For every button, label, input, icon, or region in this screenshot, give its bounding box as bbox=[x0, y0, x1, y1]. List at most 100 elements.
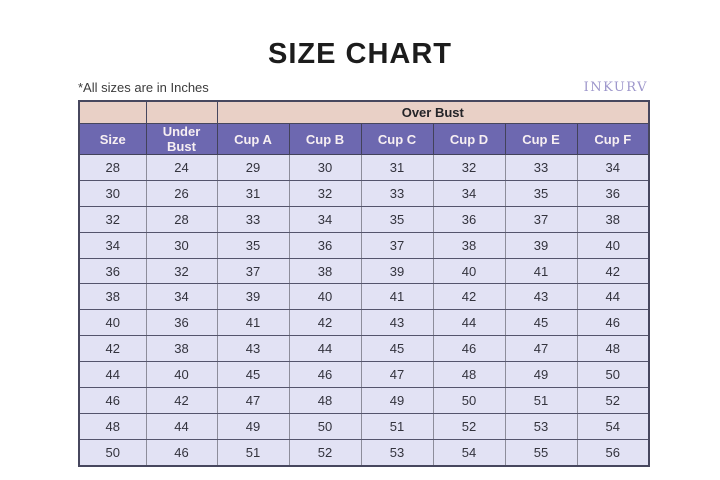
table-cell: 44 bbox=[78, 361, 147, 389]
table-cell: 38 bbox=[576, 205, 650, 233]
table-row: 50 46 51 52 53 54 55 56 bbox=[78, 438, 650, 467]
table-cell: 29 bbox=[216, 154, 290, 181]
table-cell: 52 bbox=[576, 387, 650, 414]
table-row: 28 24 29 30 31 32 33 34 bbox=[78, 154, 650, 181]
table-cell: 49 bbox=[360, 387, 434, 414]
table-row: 44 40 45 46 47 48 49 50 bbox=[78, 361, 650, 389]
table-cell: 44 bbox=[576, 283, 650, 311]
column-header: Cup E bbox=[504, 123, 578, 155]
table-cell: 41 bbox=[216, 309, 290, 337]
table-cell: 47 bbox=[216, 387, 290, 414]
table-cell: 34 bbox=[288, 205, 362, 233]
table-cell: 35 bbox=[504, 179, 578, 207]
table-cell: 34 bbox=[432, 179, 506, 207]
table-cell: 38 bbox=[432, 231, 506, 259]
table-cell: 24 bbox=[145, 154, 218, 181]
size-table-body: 28 24 29 30 31 32 33 34 30 26 31 32 33 34 35 36 32 28 33 34… bbox=[78, 154, 650, 467]
table-cell: 43 bbox=[504, 283, 578, 311]
empty-header-cell bbox=[145, 100, 218, 124]
table-cell: 46 bbox=[432, 335, 506, 363]
table-row: 38 34 39 40 41 42 43 44 bbox=[78, 283, 650, 311]
table-cell: 36 bbox=[288, 231, 362, 259]
table-cell: 46 bbox=[145, 438, 218, 467]
table-cell: 44 bbox=[288, 335, 362, 363]
column-header: Size bbox=[78, 123, 147, 155]
table-cell: 53 bbox=[504, 412, 578, 440]
table-cell: 55 bbox=[504, 438, 578, 467]
column-header: Under Bust bbox=[145, 123, 218, 155]
table-cell: 33 bbox=[360, 179, 434, 207]
table-cell: 35 bbox=[360, 205, 434, 233]
table-cell: 36 bbox=[432, 205, 506, 233]
brand-logo: INKURV bbox=[583, 80, 648, 95]
table-cell: 45 bbox=[360, 335, 434, 363]
table-cell: 30 bbox=[145, 231, 218, 259]
table-cell: 43 bbox=[360, 309, 434, 337]
table-cell: 36 bbox=[145, 309, 218, 337]
table-cell: 39 bbox=[216, 283, 290, 311]
table-cell: 53 bbox=[360, 438, 434, 467]
column-header: Cup F bbox=[576, 123, 650, 155]
table-cell: 54 bbox=[576, 412, 650, 440]
table-cell: 33 bbox=[504, 154, 578, 181]
table-cell: 36 bbox=[78, 257, 147, 285]
table-row: 40 36 41 42 43 44 45 46 bbox=[78, 309, 650, 337]
table-cell: 40 bbox=[145, 361, 218, 389]
table-cell: 39 bbox=[360, 257, 434, 285]
table-cell: 41 bbox=[360, 283, 434, 311]
table-cell: 48 bbox=[432, 361, 506, 389]
table-cell: 51 bbox=[216, 438, 290, 467]
table-cell: 33 bbox=[216, 205, 290, 233]
table-row: 34 30 35 36 37 38 39 40 bbox=[78, 231, 650, 259]
table-cell: 32 bbox=[432, 154, 506, 181]
table-cell: 40 bbox=[576, 231, 650, 259]
column-header: Cup B bbox=[288, 123, 362, 155]
over-bust-header: Over Bust bbox=[216, 100, 650, 124]
table-cell: 56 bbox=[576, 438, 650, 467]
table-cell: 30 bbox=[78, 179, 147, 207]
table-cell: 51 bbox=[504, 387, 578, 414]
table-cell: 52 bbox=[432, 412, 506, 440]
table-cell: 52 bbox=[288, 438, 362, 467]
table-cell: 42 bbox=[432, 283, 506, 311]
table-row: 46 42 47 48 49 50 51 52 bbox=[78, 387, 650, 414]
table-cell: 40 bbox=[78, 309, 147, 337]
table-cell: 37 bbox=[216, 257, 290, 285]
table-cell: 32 bbox=[288, 179, 362, 207]
table-cell: 48 bbox=[288, 387, 362, 414]
over-bust-row: Over Bust bbox=[78, 100, 650, 124]
table-cell: 47 bbox=[360, 361, 434, 389]
column-header: Cup D bbox=[432, 123, 506, 155]
table-cell: 36 bbox=[576, 179, 650, 207]
table-cell: 37 bbox=[360, 231, 434, 259]
table-cell: 38 bbox=[78, 283, 147, 311]
table-cell: 44 bbox=[432, 309, 506, 337]
table-cell: 40 bbox=[432, 257, 506, 285]
table-cell: 41 bbox=[504, 257, 578, 285]
table-cell: 26 bbox=[145, 179, 218, 207]
table-cell: 49 bbox=[216, 412, 290, 440]
table-cell: 50 bbox=[78, 438, 147, 467]
table-cell: 35 bbox=[216, 231, 290, 259]
table-cell: 38 bbox=[288, 257, 362, 285]
page-title: SIZE CHART bbox=[268, 38, 452, 70]
table-cell: 49 bbox=[504, 361, 578, 389]
table-cell: 46 bbox=[78, 387, 147, 414]
table-cell: 45 bbox=[504, 309, 578, 337]
table-cell: 42 bbox=[145, 387, 218, 414]
empty-header-cell bbox=[78, 100, 147, 124]
table-cell: 38 bbox=[145, 335, 218, 363]
table-cell: 54 bbox=[432, 438, 506, 467]
table-row: 30 26 31 32 33 34 35 36 bbox=[78, 179, 650, 207]
table-cell: 40 bbox=[288, 283, 362, 311]
table-cell: 46 bbox=[576, 309, 650, 337]
table-cell: 50 bbox=[288, 412, 362, 440]
table-cell: 34 bbox=[576, 154, 650, 181]
table-cell: 45 bbox=[216, 361, 290, 389]
table-row: 32 28 33 34 35 36 37 38 bbox=[78, 205, 650, 233]
table-cell: 42 bbox=[78, 335, 147, 363]
table-cell: 39 bbox=[504, 231, 578, 259]
table-cell: 31 bbox=[360, 154, 434, 181]
